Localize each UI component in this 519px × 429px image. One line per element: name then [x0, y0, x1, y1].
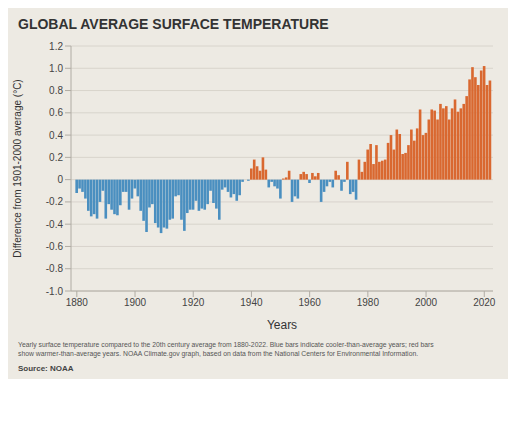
svg-text:0.4: 0.4 [49, 130, 63, 141]
html-text:GLOBAL AVERAGE SURFACE TEMPERA: GLOBAL AVERAGE SURFACE TEMPERATURE [18, 16, 329, 32]
svg-text:-0.6: -0.6 [46, 241, 64, 252]
svg-text:1920: 1920 [182, 297, 205, 308]
svg-text:-1.0: -1.0 [46, 286, 64, 297]
svg-text:-0.2: -0.2 [46, 196, 64, 207]
svg-text:1960: 1960 [299, 297, 322, 308]
html-text:Yearly surface temperature com: Yearly surface temperature compared to t… [18, 341, 434, 348]
svg-text:-0.4: -0.4 [46, 219, 64, 230]
svg-text:2020: 2020 [473, 297, 496, 308]
svg-text:0.2: 0.2 [49, 152, 63, 163]
svg-text:0.8: 0.8 [49, 85, 63, 96]
svg-text:1880: 1880 [66, 297, 89, 308]
svg-text:1900: 1900 [124, 297, 147, 308]
svg-text:Difference from 1901-2000 aver: Difference from 1901-2000 average (°C) [12, 79, 23, 257]
svg-text:1.0: 1.0 [49, 63, 63, 74]
svg-text:0.6: 0.6 [49, 107, 63, 118]
svg-text:1940: 1940 [240, 297, 263, 308]
svg-text:Years: Years [267, 318, 297, 332]
svg-text:1.2: 1.2 [49, 41, 63, 52]
svg-text:0: 0 [57, 174, 63, 185]
svg-text:2000: 2000 [415, 297, 438, 308]
svg-text:1980: 1980 [357, 297, 380, 308]
html-text:Source: NOAA: Source: NOAA [18, 364, 74, 374]
svg-text:-0.8: -0.8 [46, 263, 64, 274]
html-text:show warmer-than-average years: show warmer-than-average years. NOAA Cli… [18, 350, 419, 358]
